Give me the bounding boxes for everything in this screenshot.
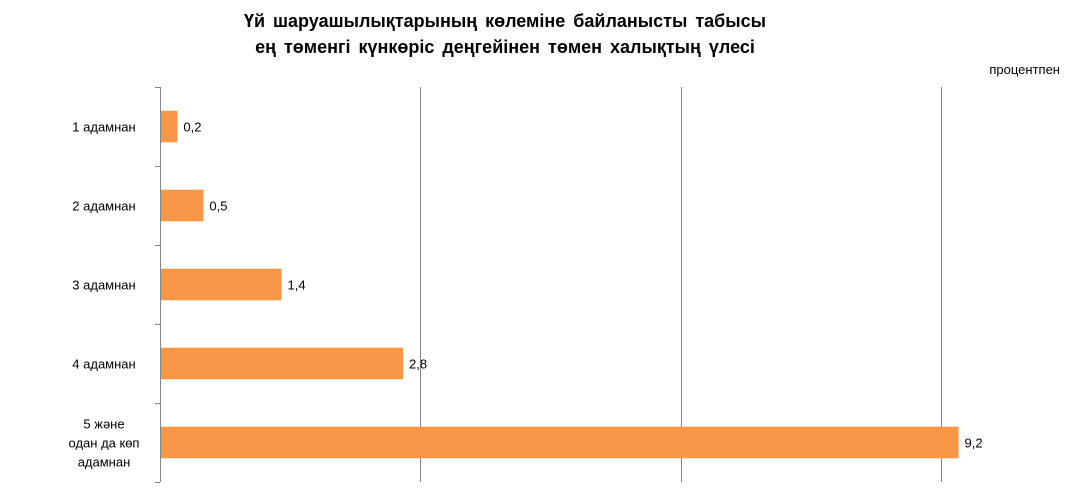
value-label-5: 9,2	[965, 436, 983, 451]
chart-title: Үй шаруашылықтарының көлеміне байланысты…	[0, 8, 1010, 60]
bar-3	[161, 268, 282, 301]
category-label-3: 3 адамнан	[72, 278, 135, 293]
value-label-2: 0,5	[209, 199, 227, 214]
chart-title-line-2: ең төменгі күнкөріс деңгейінен төмен хал…	[255, 37, 755, 57]
category-label-5: 5 және одан да көп адамнан	[69, 417, 140, 470]
category-label-1: 1 адамнан	[72, 120, 135, 135]
bar-4	[161, 347, 404, 380]
chart-title-line-1: Үй шаруашылықтарының көлеміне байланысты…	[243, 11, 767, 31]
category-label-4: 4 адамнан	[72, 357, 135, 372]
value-label-3: 1,4	[288, 278, 306, 293]
value-label-1: 0,2	[183, 120, 201, 135]
category-label-2: 2 адамнан	[72, 199, 135, 214]
value-label-4: 2,8	[409, 357, 427, 372]
bar-1	[161, 110, 178, 143]
bar-5	[161, 426, 959, 459]
unit-label: процентпен	[989, 62, 1060, 77]
bar-2	[161, 189, 204, 222]
